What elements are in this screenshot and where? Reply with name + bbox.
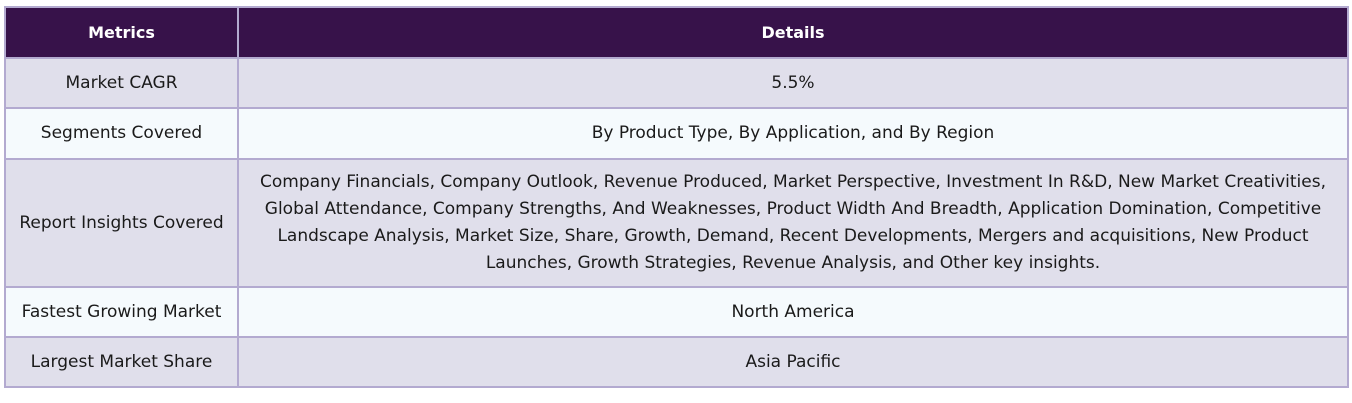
metric-cell: Market CAGR: [4, 57, 239, 109]
metrics-table-container: Metrics Details Market CAGR 5.5% Segment…: [4, 6, 1349, 388]
table-row-market-cagr: Market CAGR 5.5%: [4, 57, 1349, 109]
table-row-report-insights: Report Insights Covered Company Financia…: [4, 158, 1349, 288]
metric-cell: Segments Covered: [4, 107, 239, 160]
metrics-table: Metrics Details Market CAGR 5.5% Segment…: [4, 6, 1349, 388]
metric-cell: Largest Market Share: [4, 336, 239, 388]
details-column-header: Details: [237, 6, 1349, 59]
detail-cell: By Product Type, By Application, and By …: [237, 107, 1349, 160]
detail-cell: Asia Pacific: [237, 336, 1349, 388]
metric-cell: Fastest Growing Market: [4, 286, 239, 338]
table-row-segments-covered: Segments Covered By Product Type, By App…: [4, 107, 1349, 160]
detail-cell: Company Financials, Company Outlook, Rev…: [237, 158, 1349, 288]
detail-cell: North America: [237, 286, 1349, 338]
detail-cell: 5.5%: [237, 57, 1349, 109]
table-row-largest-market-share: Largest Market Share Asia Pacific: [4, 336, 1349, 388]
metrics-column-header: Metrics: [4, 6, 239, 59]
metric-cell: Report Insights Covered: [4, 158, 239, 288]
table-row-fastest-growing-market: Fastest Growing Market North America: [4, 286, 1349, 338]
table-header-row: Metrics Details: [4, 6, 1349, 59]
